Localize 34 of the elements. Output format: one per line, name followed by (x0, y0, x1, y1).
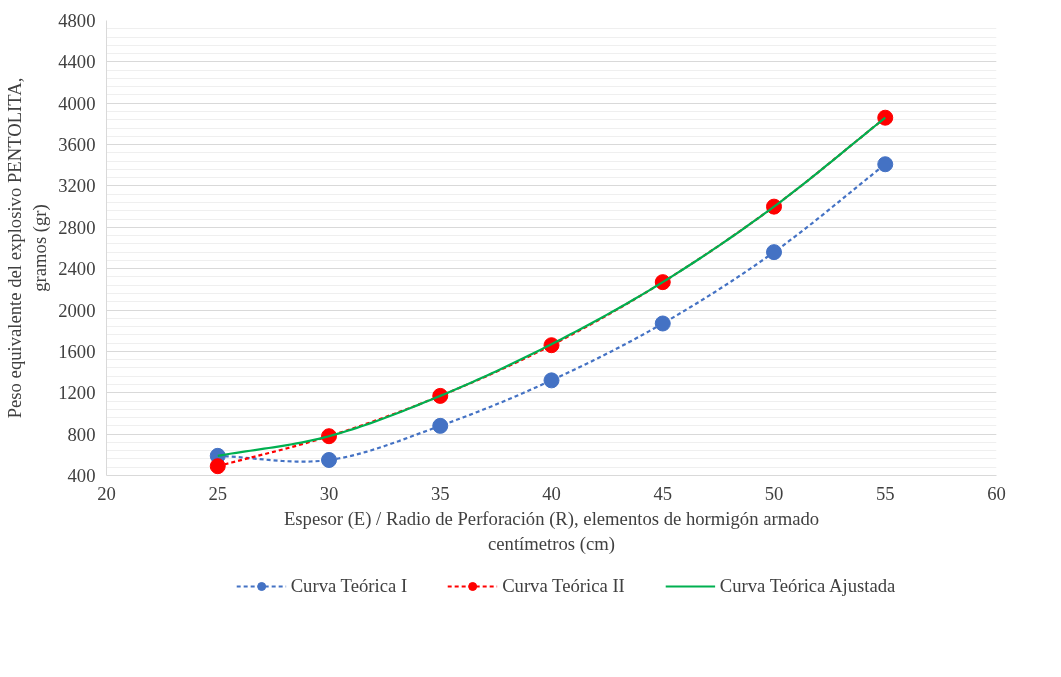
x-tick-label: 50 (764, 482, 784, 504)
y-tick-label: 400 (67, 465, 96, 486)
legend-label: Curva Teórica I (290, 575, 408, 597)
point (209, 458, 226, 475)
x-tick-label: 45 (653, 482, 673, 504)
y-tick-label: 3200 (58, 175, 96, 197)
y-tick-label: 2400 (58, 258, 96, 280)
point (877, 109, 894, 126)
y-tick-label: 4400 (58, 51, 96, 73)
y-tick-label: 3600 (58, 134, 96, 156)
point (321, 452, 337, 468)
legend-label: Curva Teórica II (502, 575, 625, 597)
x-axis-title: Espesor (E) / Radio de Perforación (R), elementos de hormigón armado centímetros (cm) (283, 507, 820, 555)
point (654, 315, 671, 332)
x-tick-label: 60 (987, 482, 1006, 504)
x-tick-label: 35 (430, 482, 450, 504)
y-tick-label: 1200 (58, 382, 96, 404)
legend-label: Curva Teórica Ajustada (719, 575, 896, 597)
y-tick-label: 800 (67, 423, 96, 445)
point (877, 156, 894, 173)
point (543, 372, 560, 389)
x-tick-label: 55 (875, 482, 895, 504)
y-tick-label: 1600 (58, 340, 96, 362)
point (432, 417, 449, 434)
y-tick-label: 2800 (58, 216, 96, 238)
y-axis-title: Peso equivalente del explosivo PENTOLITA, gramos (gr) (3, 77, 52, 419)
y-tick-label: 2000 (58, 299, 96, 321)
y-tick-label: 4800 (58, 10, 96, 31)
x-tick-label: 20 (97, 482, 116, 504)
x-tick-label: 25 (208, 482, 228, 504)
point (766, 244, 782, 261)
y-tick-label: 4000 (58, 92, 96, 114)
x-tick-label: 30 (319, 482, 339, 504)
x-tick-label: 40 (542, 482, 561, 504)
